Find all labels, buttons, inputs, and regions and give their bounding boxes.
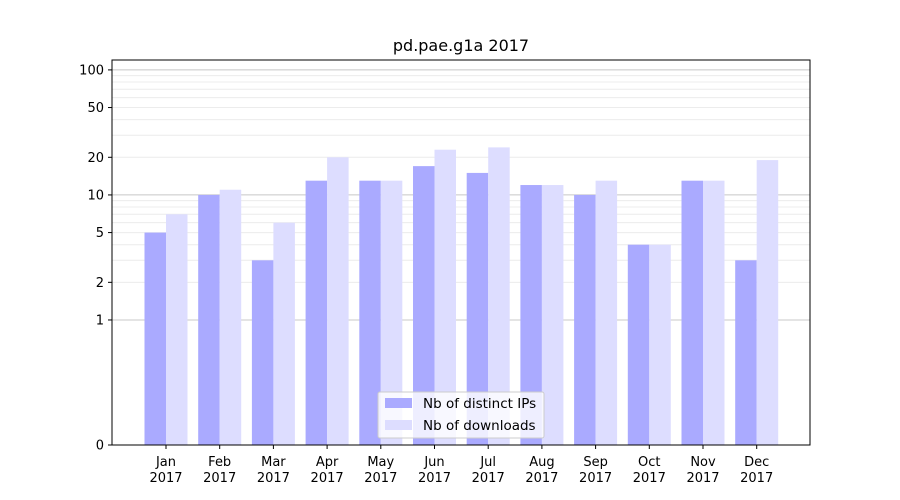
y-tick-label: 10 [87,188,104,203]
x-tick-label-month: Apr [316,455,339,470]
bar-downloads [649,244,671,445]
x-tick-label-month: Jan [155,455,176,470]
y-axis: 0 1 2 5 10 20 50 100 [79,63,112,454]
bar-distinct-ips [144,232,166,445]
y-tick-label: 2 [96,276,104,291]
bars [144,147,779,446]
y-tick-label: 50 [87,101,104,116]
plot-frame [111,59,811,446]
bar-downloads [380,180,403,445]
bar-downloads [541,185,564,445]
y-tick-label: 100 [79,63,104,78]
bar-downloads [756,160,779,445]
x-tick-label-month: Aug [529,455,554,470]
x-tick-label-month: May [367,455,394,470]
x-tick-label-year: 2017 [686,471,719,486]
bar-distinct-ips [735,260,757,445]
x-tick-label-year: 2017 [633,471,666,486]
y-tick-label: 0 [96,439,104,454]
y-tick-label: 5 [96,226,104,241]
legend-label-ips: Nb of distinct IPs [423,396,536,412]
bar-downloads [488,147,510,446]
x-tick-label-month: Sep [583,455,608,470]
x-tick-label-year: 2017 [149,471,182,486]
x-tick-label-year: 2017 [418,471,451,486]
legend-swatch-downloads [385,420,412,430]
bar-distinct-ips [627,244,650,445]
bar-distinct-ips [466,172,489,445]
x-tick-label-year: 2017 [257,471,290,486]
bar-downloads [273,222,295,445]
y-tick-label: 1 [96,313,104,328]
x-tick-label-month: Jun [423,455,444,470]
x-tick-label-month: Jul [479,455,496,470]
x-tick-label-month: Mar [261,455,286,470]
legend-label-downloads: Nb of downloads [423,418,536,434]
bar-distinct-ips [520,185,542,445]
x-tick-label-year: 2017 [525,471,558,486]
x-tick-label-month: Nov [690,455,716,470]
y-tick-label: 20 [87,151,104,166]
bar-downloads [703,180,725,445]
bar-distinct-ips [305,180,328,445]
legend: Nb of distinct IPs Nb of downloads [377,391,545,439]
x-tick-label-year: 2017 [472,471,505,486]
x-axis: Jan2017Feb2017Mar2017Apr2017May2017Jun20… [149,445,773,486]
x-tick-label-month: Dec [744,455,769,470]
bar-distinct-ips [574,194,596,445]
bar-distinct-ips [198,194,220,445]
x-tick-label-year: 2017 [311,471,344,486]
x-tick-label-year: 2017 [203,471,236,486]
bar-downloads [166,214,188,445]
x-tick-label-month: Feb [208,455,231,470]
x-tick-label-year: 2017 [364,471,397,486]
bar-downloads [327,157,349,445]
bar-distinct-ips [681,180,703,445]
bar-downloads [595,180,618,445]
bar-distinct-ips [359,180,381,445]
bar-downloads [219,189,242,445]
bar-downloads [434,149,456,446]
legend-box [377,391,545,439]
chart-title: pd.pae.g1a 2017 [393,36,529,55]
x-tick-label-year: 2017 [740,471,773,486]
bar-distinct-ips [413,166,435,445]
x-tick-label-month: Oct [638,455,660,470]
bar-distinct-ips [251,260,274,445]
legend-swatch-ips [385,398,412,408]
x-tick-label-year: 2017 [579,471,612,486]
